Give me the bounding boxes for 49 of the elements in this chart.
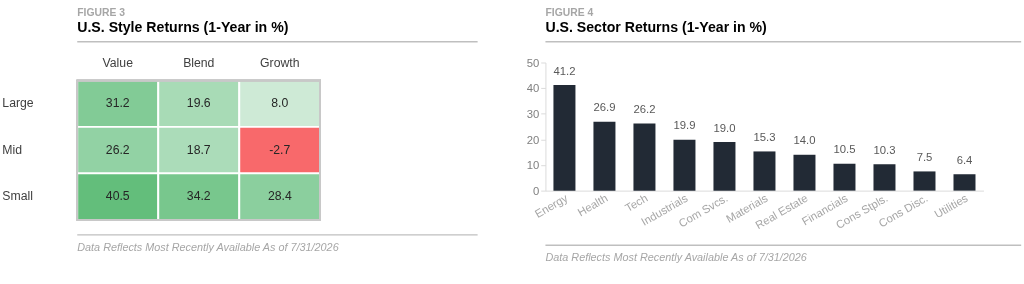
bar <box>673 139 696 191</box>
data-label: 26.9 <box>593 101 616 114</box>
y-tick-label: 10 <box>526 159 540 172</box>
y-tick-label: Mid <box>2 142 23 157</box>
data-label: 18.7 <box>186 142 211 157</box>
chart-title: U.S. Style Returns (1-Year in %) <box>77 19 289 36</box>
y-tick-label: Large <box>2 96 34 111</box>
bar <box>833 163 856 191</box>
data-label: 26.2 <box>633 103 656 116</box>
data-label: 40.5 <box>105 189 130 204</box>
y-tick-label: Small <box>2 189 33 204</box>
chart-subtitle: FIGURE 3 <box>77 7 126 19</box>
text: Data Reflects Most Recently Available As of 7/31/2026 <box>545 251 808 264</box>
bar <box>633 123 656 191</box>
x-tick-label: Blend <box>183 55 215 70</box>
bar <box>873 164 896 191</box>
data-label: 6.4 <box>956 153 973 166</box>
data-label: 10.5 <box>833 143 856 156</box>
bar <box>553 85 576 191</box>
chart-title: U.S. Sector Returns (1-Year in %) <box>545 19 767 36</box>
data-label: 8.0 <box>271 96 289 111</box>
y-tick-label: 30 <box>526 108 540 121</box>
bar <box>913 171 936 191</box>
data-label: 34.2 <box>186 189 211 204</box>
data-label: 15.3 <box>753 131 776 144</box>
data-label: 19.0 <box>713 121 736 134</box>
data-label: 28.4 <box>267 189 292 204</box>
data-label: 31.2 <box>105 96 130 111</box>
text: Data Reflects Most Recently Available As of 7/31/2026 <box>77 240 340 253</box>
bar <box>953 174 976 191</box>
y-tick-label: 50 <box>526 56 540 69</box>
data-label: 19.6 <box>186 96 211 111</box>
chart-subtitle: FIGURE 4 <box>545 7 594 19</box>
data-label: 14.0 <box>793 134 816 147</box>
y-tick-label: 40 <box>526 82 540 95</box>
bar <box>713 141 736 191</box>
data-label: -2.7 <box>269 142 291 157</box>
data-label: 26.2 <box>105 142 130 157</box>
x-tick-label: Growth <box>260 55 300 70</box>
y-tick-label: 0 <box>533 184 540 197</box>
y-tick-label: 20 <box>526 133 540 146</box>
data-label: 19.9 <box>673 119 696 132</box>
data-label: 41.2 <box>553 64 576 77</box>
data-label: 10.3 <box>873 143 896 156</box>
x-tick-label: Value <box>102 55 134 70</box>
bar <box>593 121 616 191</box>
bar <box>753 151 776 191</box>
data-label: 7.5 <box>916 151 933 164</box>
bar <box>793 154 816 191</box>
